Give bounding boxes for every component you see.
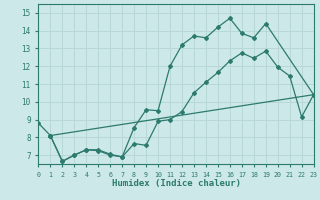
- X-axis label: Humidex (Indice chaleur): Humidex (Indice chaleur): [111, 179, 241, 188]
